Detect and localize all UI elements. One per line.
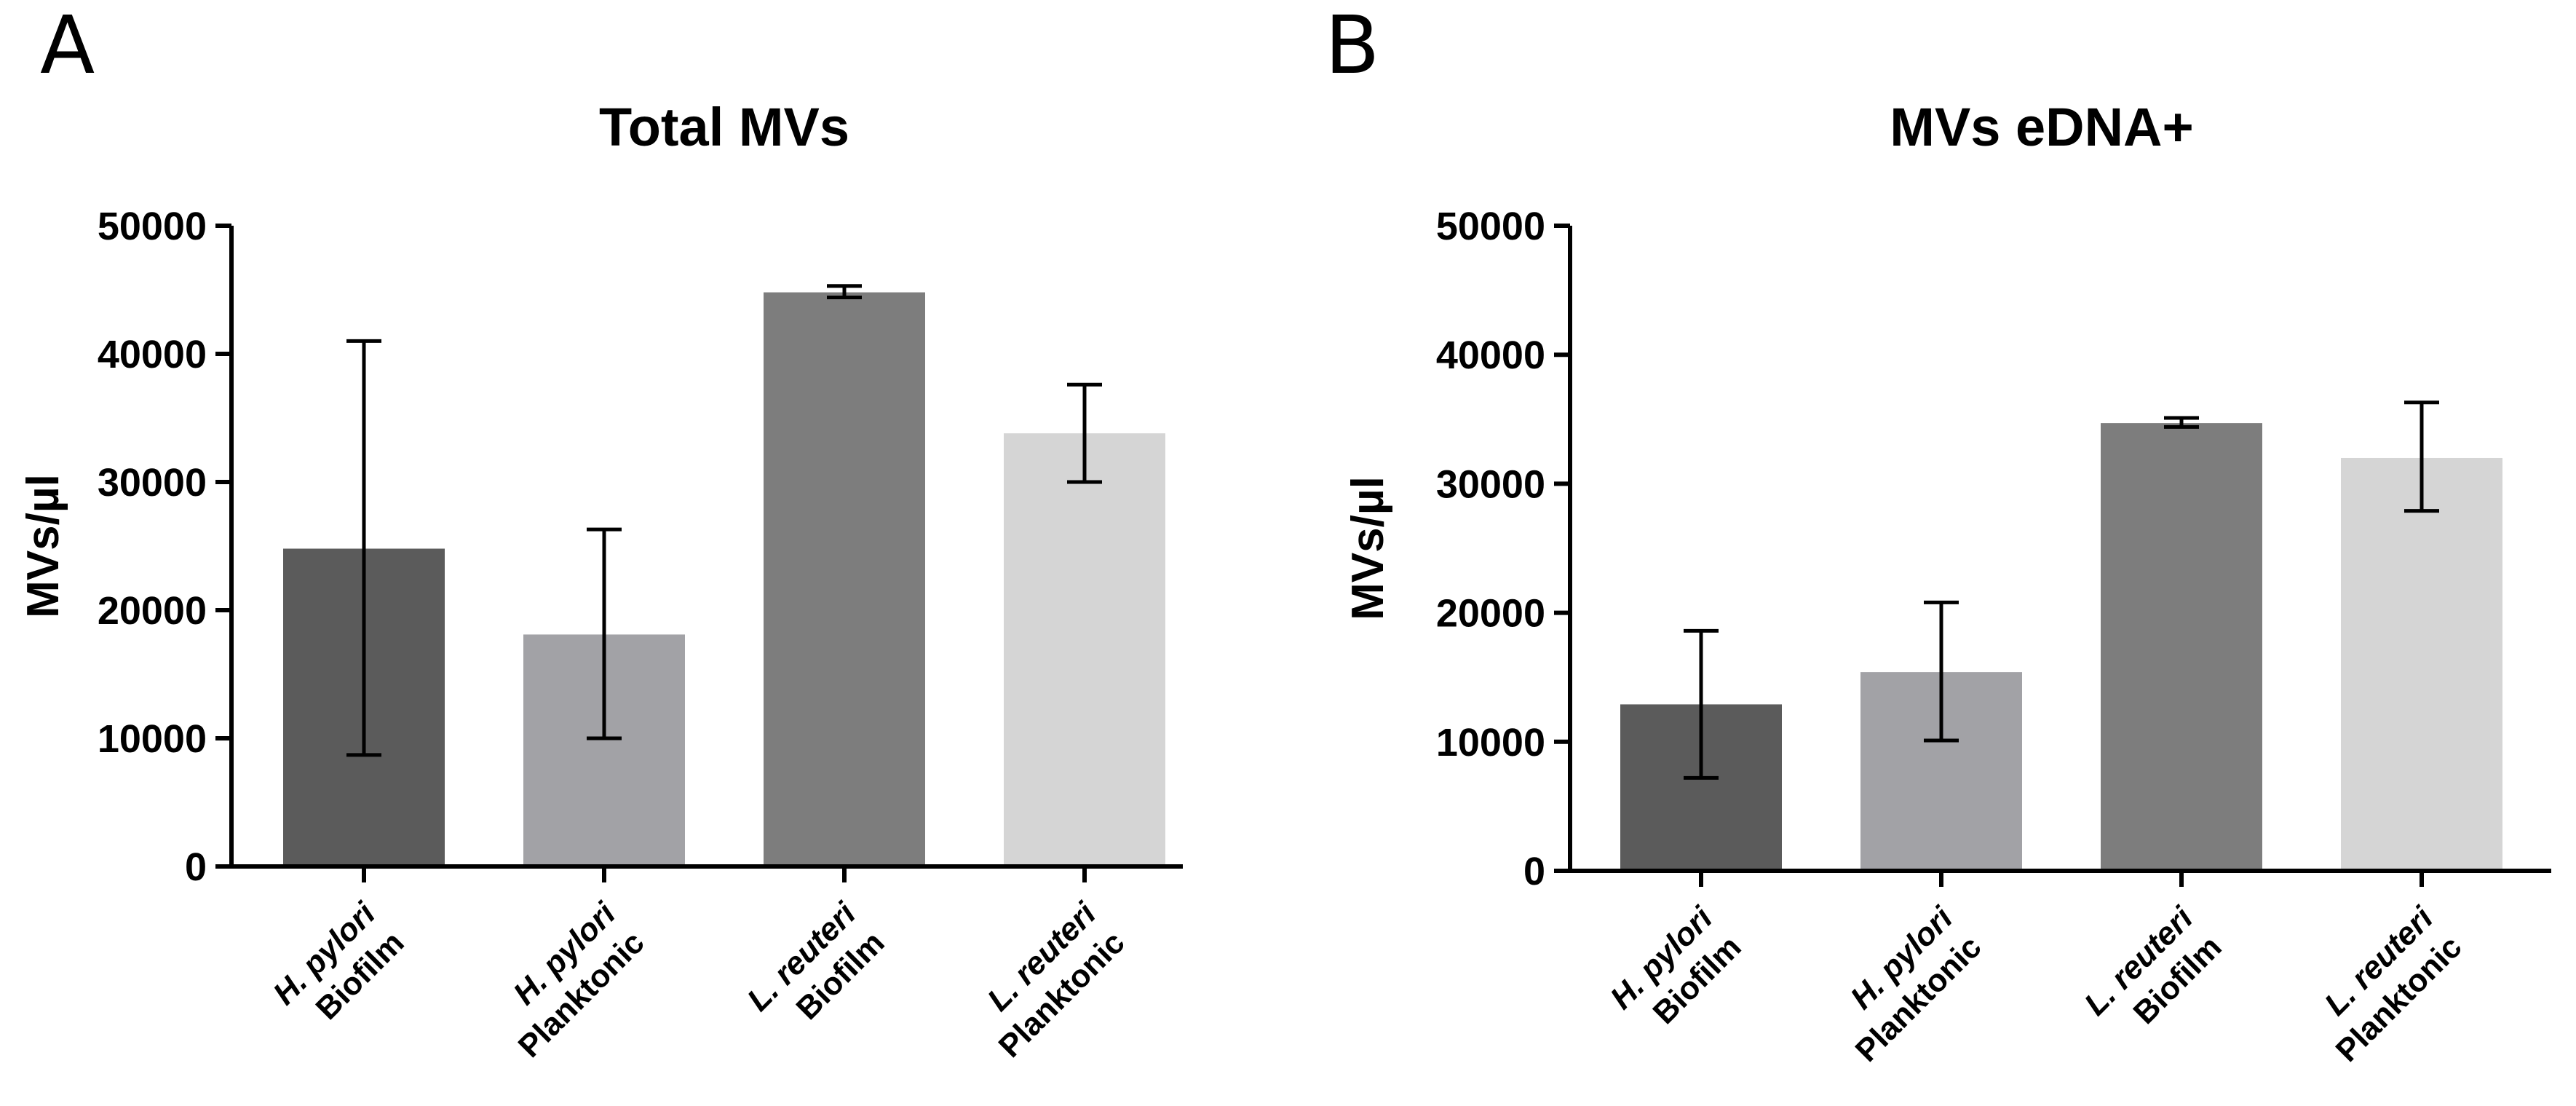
y-tick-label: 40000 bbox=[1436, 333, 1545, 377]
y-tick-label: 50000 bbox=[1436, 205, 1545, 248]
panel-letter: B bbox=[1325, 0, 1379, 92]
chart-title: MVs eDNA+ bbox=[1890, 97, 2193, 157]
chart-panel-b: B MVs eDNA+ MVs/µl 0 10000 20000 30000 40000 500… bbox=[1288, 0, 2576, 1106]
panel-letter: A bbox=[40, 0, 95, 92]
y-tick-label: 10000 bbox=[98, 717, 207, 761]
bar bbox=[2101, 423, 2262, 871]
chart-title: Total MVs bbox=[599, 97, 849, 157]
bar bbox=[1004, 433, 1165, 866]
chart-panel-a: A Total MVs MVs/µl 0 10000 20000 30000 40000 500… bbox=[18, 0, 1183, 1064]
bar bbox=[2341, 457, 2502, 871]
y-tick-label: 0 bbox=[185, 845, 207, 889]
y-tick-label: 40000 bbox=[98, 333, 207, 376]
y-tick-label: 20000 bbox=[1436, 592, 1545, 636]
y-tick-label: 0 bbox=[1523, 850, 1545, 893]
bar bbox=[764, 292, 925, 866]
y-tick-label: 20000 bbox=[98, 589, 207, 633]
y-tick-label: 30000 bbox=[98, 461, 207, 505]
y-tick-label: 50000 bbox=[98, 205, 207, 248]
y-tick-label: 30000 bbox=[1436, 462, 1545, 506]
y-axis-label: MVs/µl bbox=[18, 474, 68, 618]
chart-b-svg: B MVs eDNA+ MVs/µl 0 10000 20000 30000 40000 500… bbox=[1325, 0, 2551, 1069]
y-tick-label: 10000 bbox=[1436, 721, 1545, 765]
y-axis-label: MVs/µl bbox=[1343, 476, 1393, 620]
chart-a-svg: A Total MVs MVs/µl 0 10000 20000 30000 40000 500… bbox=[18, 0, 1183, 1064]
